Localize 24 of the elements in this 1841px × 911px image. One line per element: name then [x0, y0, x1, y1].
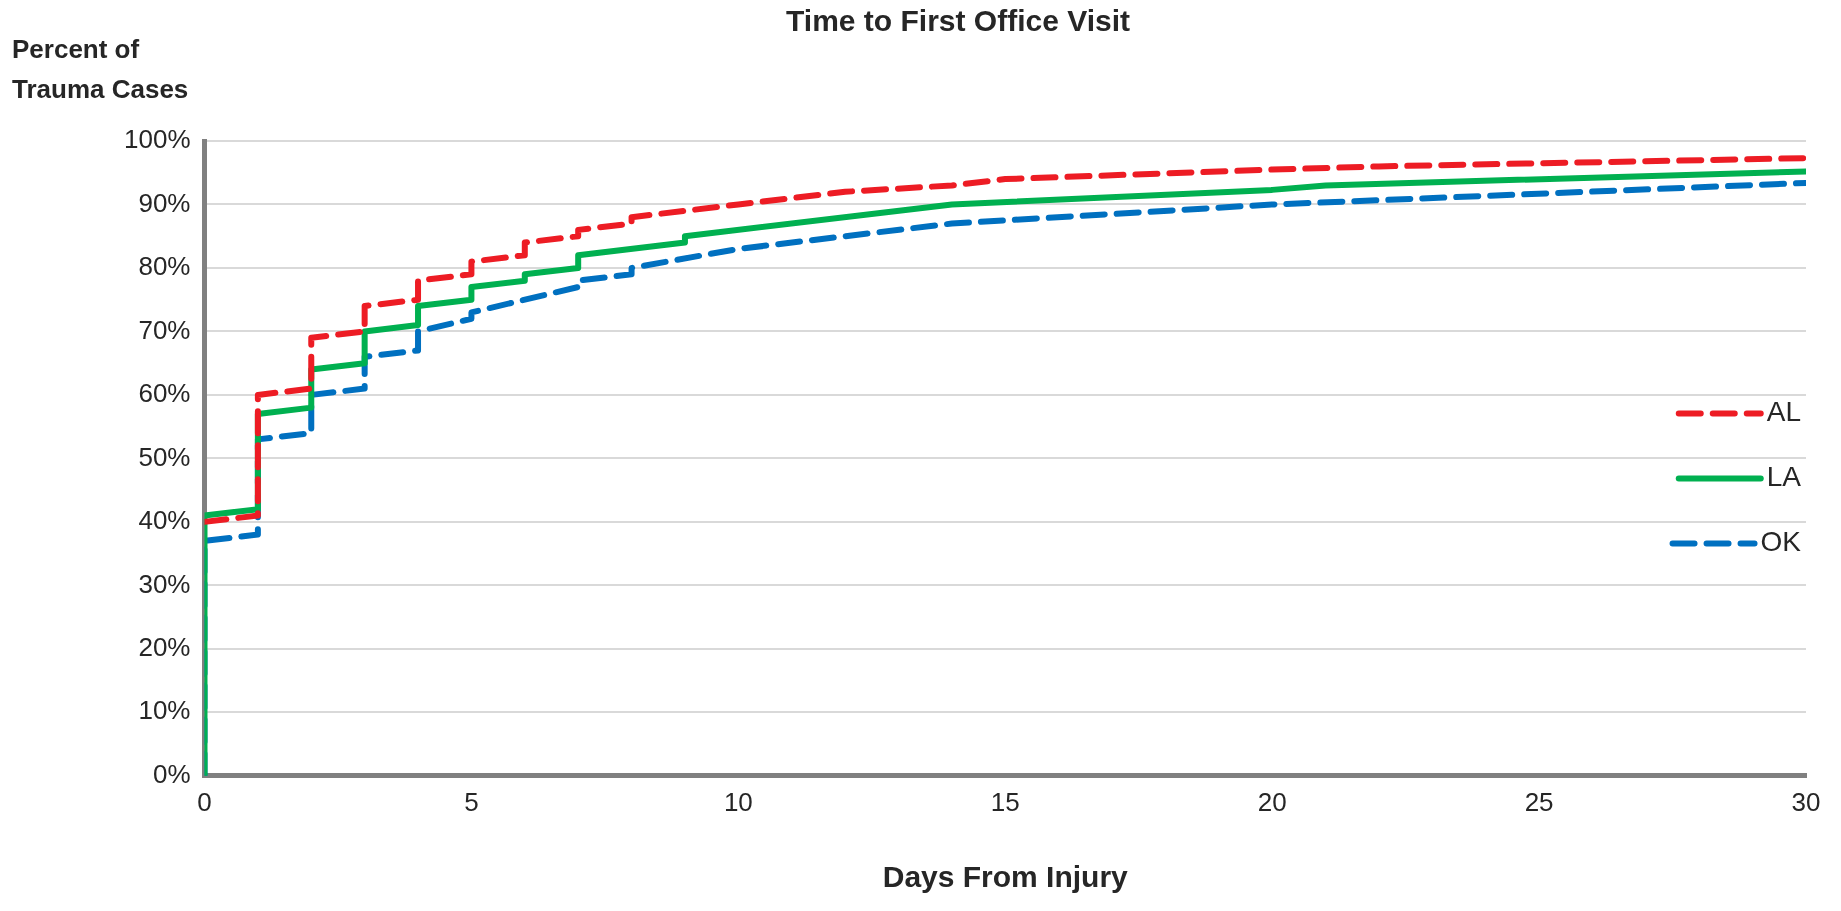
y-tick-label: 60%	[138, 378, 191, 409]
y-tick-label: 20%	[138, 632, 191, 663]
y-tick-label: 90%	[138, 187, 191, 218]
x-axis-title: Days From Injury	[882, 860, 1129, 894]
x-tick-label: 10	[723, 786, 753, 817]
y-tick-label: 70%	[138, 314, 191, 345]
legend-label: LA	[1766, 461, 1802, 493]
x-tick-label: 5	[464, 786, 479, 817]
y-tick-label: 0%	[152, 758, 191, 789]
y-axis-title: Percent of Trauma Cases	[12, 34, 189, 105]
y-tick-label: 50%	[138, 441, 191, 472]
y-tick-label: 30%	[138, 568, 191, 599]
x-tick-label: 25	[1524, 786, 1554, 817]
chart-title: Time to First Office Visit	[786, 4, 1130, 38]
x-tick-label: 15	[990, 786, 1020, 817]
legend-label: OK	[1760, 526, 1802, 558]
x-tick-label: 0	[197, 786, 212, 817]
y-tick-label: 40%	[138, 505, 191, 536]
x-tick-label: 30	[1791, 786, 1821, 817]
legend-label: AL	[1766, 396, 1801, 428]
y-tick-label: 80%	[138, 251, 191, 282]
x-tick-label: 20	[1257, 786, 1287, 817]
y-tick-label: 10%	[138, 695, 191, 726]
y-tick-label: 100%	[124, 124, 191, 155]
